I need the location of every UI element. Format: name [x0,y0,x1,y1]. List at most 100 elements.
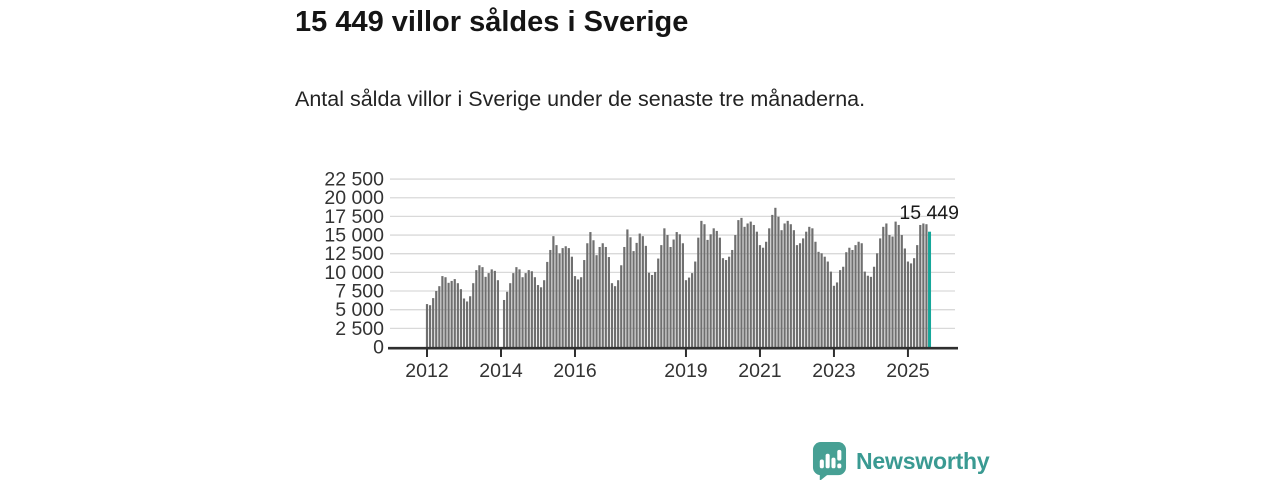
bar [746,223,749,347]
bar [817,251,820,347]
bar [672,239,675,347]
bar [919,224,922,347]
bar [527,270,530,347]
bar [484,276,487,347]
bar [916,245,919,347]
bar [509,283,512,347]
bar [487,273,490,347]
bar [447,282,450,347]
bar [663,228,666,347]
bar [737,220,740,347]
bar [854,245,857,347]
bar [740,217,743,347]
bar [678,234,681,347]
bar [860,243,863,347]
bar [647,272,651,347]
bar [826,261,829,347]
bar [632,251,635,347]
bar [894,221,897,347]
bar [866,275,869,347]
bar [903,248,906,347]
bar [700,220,703,347]
bar [925,224,928,347]
bar [786,220,789,347]
newsworthy-wordmark: Newsworthy [856,448,990,474]
bar [718,237,721,347]
bar [721,258,725,347]
bar [808,226,811,347]
bar [876,253,879,347]
bar [604,246,607,347]
bar [666,235,669,347]
bar [580,277,583,347]
bar [450,280,453,347]
bar [620,265,623,347]
bar [780,230,783,347]
bar [694,261,697,347]
bar [913,258,916,347]
y-axis-tick-label: 15 000 [324,225,384,247]
y-axis-tick-label: 7 500 [335,281,384,303]
bar [681,243,684,347]
bar [623,246,626,347]
bar [502,299,506,347]
bar [555,245,558,347]
bar [592,240,595,347]
bar [724,260,728,347]
bar [536,285,540,347]
y-axis-tick-label: 22 500 [324,169,384,191]
bar [435,291,438,347]
bar [638,233,641,347]
bar [601,243,604,347]
bar [703,224,706,347]
bar [783,223,786,347]
bar [675,232,678,347]
bar [715,230,718,347]
bar [777,216,780,347]
bar [515,267,518,347]
bar [728,256,731,347]
y-axis-tick-label: 20 000 [324,187,384,209]
bar [610,283,614,347]
bar [469,296,472,347]
bar [589,232,592,347]
bar [428,305,432,347]
bar [583,260,586,347]
bar [617,280,620,347]
bar [660,245,663,347]
bar [734,235,737,347]
bar [885,223,888,347]
bar [888,235,891,347]
bar [549,249,552,347]
bar [626,229,629,347]
bar [752,224,755,347]
bar [456,283,459,347]
bar [691,273,694,347]
bar [743,226,746,347]
bar [512,273,515,347]
newsworthy-bubble-chart-icon [812,442,847,480]
x-axis-tick-label: 2023 [812,360,855,382]
highlight-value-annotation: 15 449 [899,202,959,224]
x-axis-tick-label: 2021 [738,360,781,382]
bar [586,243,589,347]
bar [897,224,900,347]
bar [465,301,469,347]
bar [857,241,860,347]
x-axis-tick-label: 2019 [664,360,707,382]
bar [438,286,441,347]
bar [848,247,851,347]
bar [758,245,762,347]
bar [524,273,527,347]
bar [765,241,768,347]
bar [774,207,777,347]
bar [768,228,771,347]
bar [835,282,839,347]
bar [558,253,561,347]
bar [654,271,657,347]
bar [684,280,688,347]
bar [789,224,792,347]
bar [731,249,734,347]
bar [909,263,913,347]
